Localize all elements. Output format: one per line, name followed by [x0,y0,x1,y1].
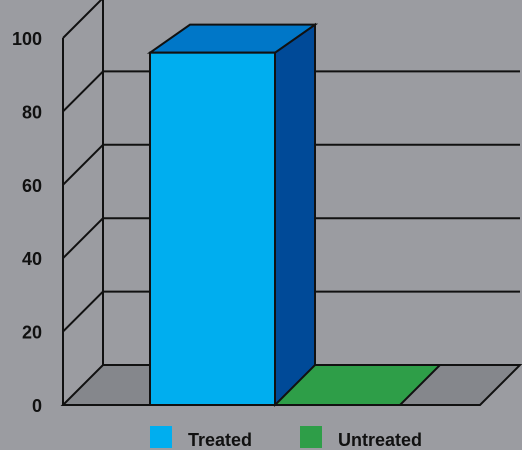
gridline-side [62,0,103,39]
legend-swatch-treated [150,426,172,448]
bar-treated [149,51,276,407]
gridline-side [62,144,104,186]
legend-label-untreated: Untreated [338,430,422,450]
bar-untreated [272,364,443,406]
y-tick-label: 80 [22,102,42,122]
gridline-side [62,70,104,113]
legend-swatch-untreated [300,426,322,448]
gridline-side [62,217,104,259]
y-tick-label: 60 [22,176,42,196]
y-tick-label: 40 [22,249,42,269]
legend-label-treated: Treated [188,430,252,450]
y-tick-label: 0 [32,396,42,416]
gridline-side [62,290,104,333]
y-tick-label: 20 [22,323,42,343]
y-tick-label: 100 [12,29,42,49]
bar-side-treated [274,22,316,407]
